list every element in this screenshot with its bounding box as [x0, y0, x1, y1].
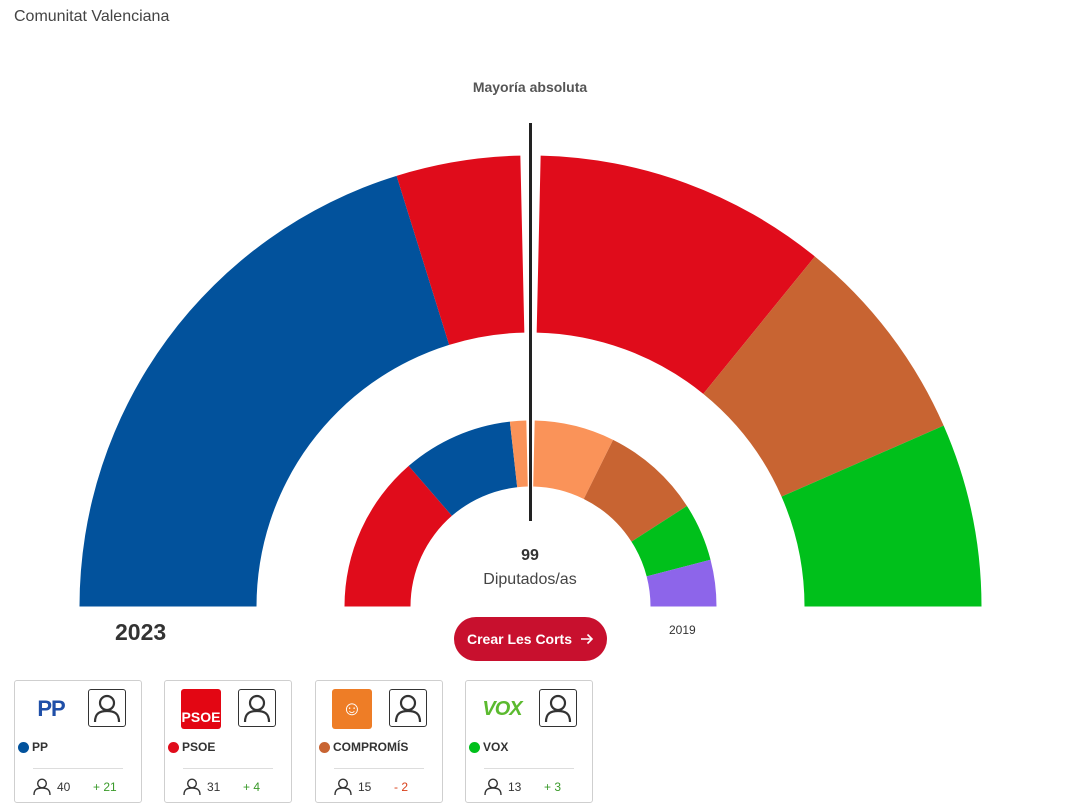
user-icon [243, 694, 271, 723]
inner-ring-segment-unides-podem [646, 559, 717, 607]
party-card-vox[interactable]: VOX VOX 13 + 3 [465, 680, 593, 803]
party-name: PP [32, 740, 49, 754]
inner-ring-year: 2019 [669, 623, 696, 637]
seats-icon [33, 778, 51, 795]
outer-ring-segment-comprom-s [703, 256, 944, 497]
party-color-dot [319, 741, 330, 753]
seats-icon [183, 778, 201, 795]
party-name: PSOE [182, 740, 216, 754]
user-icon [394, 694, 422, 723]
compromis-logo: ☺ [332, 689, 372, 729]
card-divider [183, 768, 273, 769]
total-seats: 99 [521, 547, 539, 564]
seat-difference: + 4 [243, 779, 261, 794]
pp-logo: PP [37, 696, 65, 721]
party-legend: PSOE [168, 740, 215, 754]
seats-icon [334, 778, 352, 795]
party-color-dot [469, 741, 480, 753]
party-card-psoe[interactable]: PSOE PSOE 31 + 4 [164, 680, 292, 803]
seats-icon [484, 778, 502, 795]
party-stats: 13 + 3 [484, 778, 561, 795]
party-color-dot [168, 741, 179, 753]
seat-difference: + 21 [93, 779, 117, 794]
psoe-logo: PSOE [181, 689, 221, 729]
party-stats: 31 + 4 [183, 778, 260, 795]
inner-ring-segment-comprom-s [583, 439, 687, 542]
seat-difference: + 3 [544, 779, 562, 794]
inner-ring-segment-vox [631, 505, 711, 577]
vox-logo: VOX [482, 697, 522, 720]
party-seats: 40 [57, 779, 71, 794]
inner-ring-segment-cs-part2 [533, 420, 614, 499]
outer-ring-year: 2023 [115, 619, 167, 645]
outer-ring-segment-psoe-part2 [536, 155, 815, 394]
inner-ring-segment-pp [408, 421, 518, 516]
card-divider [334, 768, 424, 769]
party-seats: 15 [358, 779, 372, 794]
seat-difference: - 2 [394, 779, 409, 794]
user-icon [544, 694, 572, 723]
arrow-right-icon [581, 633, 594, 645]
party-name: COMPROMÍS [333, 740, 409, 754]
party-legend: PP [18, 740, 48, 754]
seats-caption: Diputados/as [483, 571, 577, 588]
card-divider [33, 768, 123, 769]
candidate-avatar-button[interactable] [389, 689, 427, 727]
inner-ring-segment-psoe [344, 465, 452, 607]
candidate-avatar-button[interactable] [238, 689, 276, 727]
region-title: Comunitat Valenciana [14, 8, 170, 25]
party-color-dot [18, 741, 29, 753]
party-legend: VOX [469, 740, 508, 754]
party-card-pp[interactable]: PP PP 40 + 21 [14, 680, 142, 803]
card-divider [484, 768, 574, 769]
candidate-avatar-button[interactable] [539, 689, 577, 727]
majority-label: Mayoría absoluta [472, 79, 588, 95]
party-stats: 40 + 21 [33, 778, 117, 795]
party-stats: 15 - 2 [334, 778, 408, 795]
party-seats: 31 [207, 779, 221, 794]
outer-ring-segment-psoe-part1 [396, 155, 525, 345]
inner-ring-segment-cs-part1 [509, 420, 528, 488]
party-seats: 13 [508, 779, 522, 794]
outer-ring-segment-vox [781, 425, 982, 607]
party-card-compromis[interactable]: ☺ COMPROMÍS 15 - 2 [315, 680, 443, 803]
party-name: VOX [483, 740, 509, 754]
outer-ring-segment-pp [79, 175, 450, 607]
create-les-corts-button[interactable]: Crear Les Corts [454, 617, 607, 661]
candidate-avatar-button[interactable] [88, 689, 126, 727]
party-legend: COMPROMÍS [319, 740, 408, 754]
create-button-label: Crear Les Corts [466, 631, 573, 647]
user-icon [93, 694, 121, 723]
